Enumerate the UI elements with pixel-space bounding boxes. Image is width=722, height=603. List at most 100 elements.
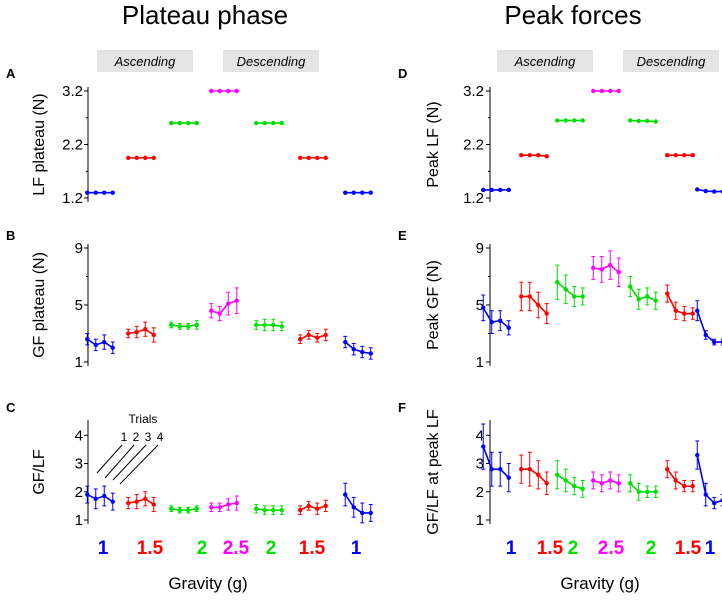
left-title: Plateau phase bbox=[122, 0, 288, 30]
gravity-label: 1 bbox=[351, 538, 362, 559]
series-2-5g-4 bbox=[209, 495, 239, 513]
data-point bbox=[536, 302, 541, 308]
data-point bbox=[262, 507, 267, 513]
y-tick-label: 4 bbox=[476, 427, 484, 444]
series-1g-7 bbox=[695, 440, 722, 510]
trial-label-2: 2 bbox=[133, 430, 140, 444]
series-line bbox=[171, 324, 197, 328]
gravity-labels-right: 1 1.5 2 2.5 2 1.5 1 bbox=[506, 538, 716, 559]
series-2g-5 bbox=[254, 318, 284, 332]
data-point bbox=[368, 351, 373, 356]
data-point bbox=[712, 339, 717, 345]
series-1-5g-2 bbox=[519, 281, 549, 325]
data-point bbox=[102, 190, 107, 195]
data-point bbox=[351, 190, 356, 195]
data-point bbox=[110, 190, 115, 195]
data-point bbox=[151, 332, 156, 338]
series-2g-5 bbox=[254, 120, 284, 126]
gravity-label: 2 bbox=[646, 538, 657, 559]
data-point bbox=[315, 506, 320, 511]
trial-label-4: 4 bbox=[157, 430, 164, 444]
panel-e: E Peak GF (N) 1 5 9 bbox=[398, 228, 722, 371]
series-2-5g-4 bbox=[591, 250, 621, 287]
data-point bbox=[234, 298, 239, 303]
y-tick-label: 2.2 bbox=[62, 137, 83, 154]
trial-label-1: 1 bbox=[121, 430, 128, 444]
data-point bbox=[599, 267, 604, 272]
series-line bbox=[344, 341, 371, 355]
ascending-box-right bbox=[497, 50, 593, 72]
data-point bbox=[343, 339, 348, 345]
data-point bbox=[186, 507, 191, 513]
data-point bbox=[343, 190, 348, 195]
y-tick-label: 1 bbox=[75, 354, 83, 371]
y-tick-label: 5 bbox=[476, 297, 484, 314]
data-point bbox=[636, 489, 641, 494]
series-2-5g-4 bbox=[209, 287, 239, 322]
series-1g-1 bbox=[481, 187, 511, 193]
data-point bbox=[351, 346, 356, 352]
series-1-5g-2 bbox=[126, 491, 156, 513]
descending-label-right: Descending bbox=[637, 54, 706, 69]
data-point bbox=[628, 284, 633, 289]
data-point bbox=[93, 496, 98, 502]
series-line bbox=[666, 293, 693, 315]
data-point bbox=[254, 120, 259, 126]
data-point bbox=[580, 486, 585, 492]
series-1g-1 bbox=[481, 294, 511, 336]
series-2g-3 bbox=[555, 460, 585, 498]
data-point bbox=[555, 472, 560, 478]
series-line bbox=[211, 502, 237, 509]
series-2g-5 bbox=[254, 503, 284, 515]
data-point bbox=[645, 118, 650, 124]
data-point bbox=[271, 507, 276, 513]
data-point bbox=[489, 319, 494, 325]
data-point bbox=[194, 506, 199, 511]
data-point bbox=[690, 311, 695, 316]
data-point bbox=[360, 510, 365, 516]
series-line bbox=[344, 494, 371, 514]
data-point bbox=[315, 155, 320, 161]
series-2g-5 bbox=[628, 118, 658, 124]
series-line bbox=[521, 154, 547, 158]
y-tick-label: 9 bbox=[75, 240, 83, 257]
data-point bbox=[194, 120, 199, 126]
data-point bbox=[151, 502, 156, 507]
panel-b: B GF plateau (N) 1 5 9 bbox=[6, 228, 373, 371]
data-point bbox=[169, 322, 174, 328]
series-line bbox=[86, 338, 114, 349]
panel-letter: C bbox=[6, 400, 16, 415]
data-point bbox=[591, 478, 596, 483]
data-point bbox=[712, 500, 717, 506]
series-line bbox=[592, 479, 620, 485]
series-line bbox=[629, 482, 656, 493]
data-point bbox=[209, 88, 214, 94]
series-line bbox=[171, 507, 197, 511]
data-point bbox=[498, 187, 503, 193]
panel-letter: D bbox=[398, 66, 407, 81]
data-point bbox=[126, 500, 131, 506]
data-point bbox=[506, 475, 511, 480]
data-point bbox=[580, 118, 585, 123]
data-point bbox=[360, 190, 365, 195]
gravity-label: 2 bbox=[266, 538, 277, 559]
series-1-5g-6 bbox=[298, 328, 328, 344]
data-point bbox=[591, 88, 596, 94]
gravity-label: 2 bbox=[568, 538, 579, 559]
data-point bbox=[323, 155, 328, 161]
y-tick-label: 2 bbox=[476, 484, 484, 501]
series-line bbox=[210, 299, 238, 315]
series-line bbox=[482, 446, 510, 479]
data-point bbox=[645, 489, 650, 494]
trial-pointer-3 bbox=[112, 444, 147, 481]
data-point bbox=[673, 153, 678, 158]
data-point bbox=[298, 507, 303, 513]
ascending-box bbox=[97, 50, 193, 72]
gravity-label: 2.5 bbox=[223, 538, 250, 559]
series-line bbox=[666, 468, 693, 487]
data-point bbox=[695, 452, 700, 458]
data-point bbox=[134, 329, 139, 335]
data-point bbox=[134, 155, 139, 161]
data-point bbox=[177, 324, 182, 329]
series-line bbox=[482, 307, 510, 329]
